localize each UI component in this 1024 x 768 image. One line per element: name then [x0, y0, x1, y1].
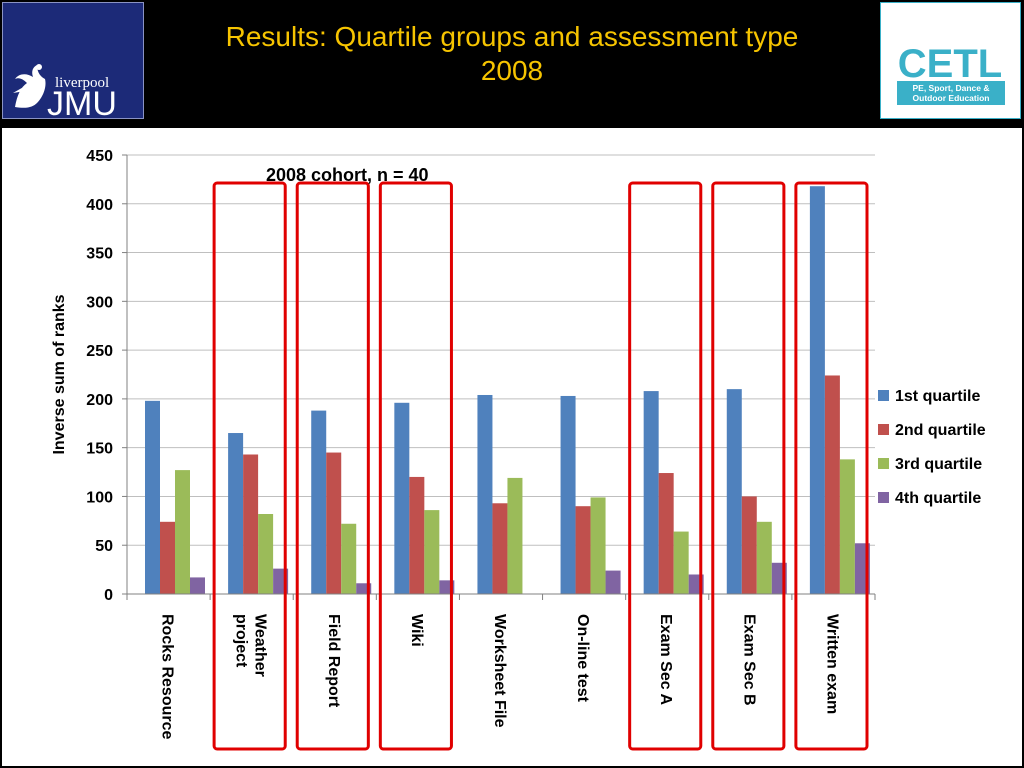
category-label-line: Worksheet File [491, 614, 508, 728]
cetl-logo-main: CETL [898, 42, 1002, 86]
bar-3-4 [424, 510, 439, 594]
slide-title-line2: 2008 [150, 54, 874, 88]
bar-1-8 [727, 389, 742, 594]
legend-swatch-1 [878, 390, 889, 401]
legend-label-1: 1st quartile [895, 388, 980, 405]
y-axis-ticks: 0 50 100 150 200 250 300 350 400 450 [86, 148, 127, 604]
legend-label-2: 2nd quartile [895, 422, 986, 439]
legend-swatch-2 [878, 424, 889, 435]
category-label-line: Rocks Resource [159, 614, 176, 739]
category-label-line: Written exam [823, 614, 840, 714]
cohort-annotation: 2008 cohort, n = 40 [266, 165, 429, 185]
bar-1-2 [228, 433, 243, 594]
bar-1-7 [644, 391, 659, 594]
legend-label-4: 4th quartile [895, 490, 981, 507]
bar-3-2 [258, 514, 273, 594]
cetl-logo: CETL PE, Sport, Dance & Outdoor Educatio… [880, 2, 1021, 119]
bar-4-1 [190, 577, 205, 594]
slide-title: Results: Quartile groups and assessment … [150, 20, 874, 88]
category-label-6: On-line test [574, 614, 591, 703]
bar-3-8 [757, 522, 772, 594]
y-tick-label: 450 [86, 148, 113, 165]
bar-1-9 [810, 186, 825, 594]
bar-2-5 [492, 503, 507, 594]
y-tick-label: 250 [86, 343, 113, 360]
bar-1-3 [311, 411, 326, 594]
category-label-5: Worksheet File [491, 614, 508, 728]
bar-1-5 [477, 395, 492, 594]
slide-title-line1: Results: Quartile groups and assessment … [150, 20, 874, 54]
highlight-box-4 [380, 183, 451, 749]
category-label-line: Field Report [325, 614, 342, 708]
category-label-3: Field Report [325, 614, 342, 708]
y-axis-title: Inverse sum of ranks [51, 294, 68, 454]
legend-swatch-3 [878, 458, 889, 469]
bar-3-9 [840, 459, 855, 594]
bar-2-1 [160, 522, 175, 594]
category-label-4: Wiki [408, 614, 425, 647]
y-tick-label: 50 [95, 538, 113, 555]
y-tick-label: 350 [86, 246, 113, 263]
category-label-line: On-line test [574, 614, 591, 703]
category-label-line: Wiki [408, 614, 425, 647]
bar-1-4 [394, 403, 409, 594]
category-label-line: Weather [252, 614, 269, 677]
bar-2-2 [243, 454, 258, 594]
bar-2-4 [409, 477, 424, 594]
bar-2-6 [576, 506, 591, 594]
legend-label-3: 3rd quartile [895, 456, 982, 473]
bar-3-7 [674, 532, 689, 594]
y-tick-label: 0 [104, 587, 113, 604]
bar-4-6 [606, 571, 621, 594]
y-tick-label: 200 [86, 392, 113, 409]
ljmu-logo: liverpool JMU [2, 2, 144, 119]
legend-swatch-4 [878, 492, 889, 503]
category-label-line: Exam Sec B [740, 614, 757, 706]
liver-bird-icon: liverpool JMU [3, 3, 145, 120]
y-tick-label: 100 [86, 489, 113, 506]
bar-2-8 [742, 496, 757, 594]
bar-chart: 0 50 100 150 200 250 300 350 400 450 Rocks Resour… [2, 128, 1022, 766]
y-tick-label: 150 [86, 441, 113, 458]
category-label-line: project [233, 614, 250, 668]
slide-header: liverpool JMU Results: Quartile groups a… [0, 0, 1024, 126]
bar-1-1 [145, 401, 160, 594]
y-tick-label: 300 [86, 294, 113, 311]
bar-3-1 [175, 470, 190, 594]
chart-area: 0 50 100 150 200 250 300 350 400 450 Rocks Resour… [2, 128, 1022, 766]
legend: 1st quartile 2nd quartile 3rd quartile 4th … [878, 388, 986, 507]
cetl-logo-sub1: PE, Sport, Dance & [913, 83, 990, 93]
category-label-8: Exam Sec B [740, 614, 757, 706]
bar-3-6 [591, 497, 606, 594]
bar-2-9 [825, 375, 840, 594]
category-label-1: Rocks Resource [159, 614, 176, 739]
bar-2-7 [659, 473, 674, 594]
category-label-line: Exam Sec A [657, 614, 674, 705]
bar-2-3 [326, 453, 341, 594]
bars [145, 186, 870, 594]
bar-1-6 [561, 396, 576, 594]
bar-3-3 [341, 524, 356, 594]
y-tick-label: 400 [86, 197, 113, 214]
category-label-7: Exam Sec A [657, 614, 674, 705]
cetl-logo-sub2: Outdoor Education [913, 93, 990, 103]
svg-text:JMU: JMU [47, 85, 117, 120]
bar-3-5 [507, 478, 522, 594]
category-label-9: Written exam [823, 614, 840, 714]
